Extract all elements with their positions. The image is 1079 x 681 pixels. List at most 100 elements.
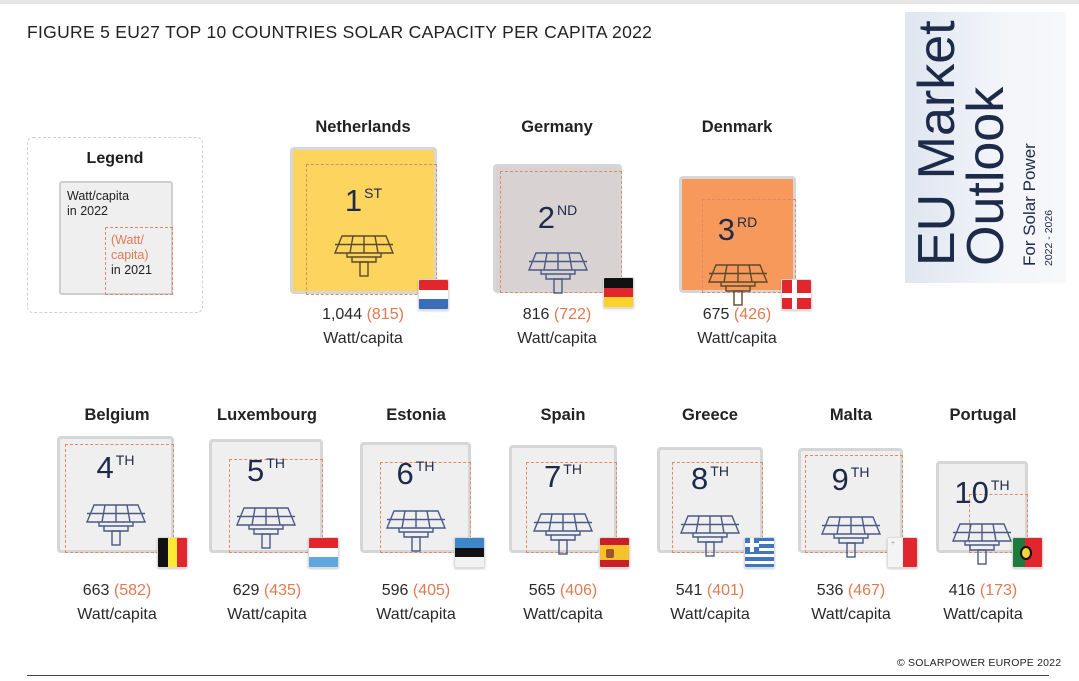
value-2022: 816 (522, 306, 550, 323)
value-2022: 416 (948, 582, 976, 599)
capacity-2022-box (657, 447, 763, 553)
rank-number: 7 (544, 459, 562, 494)
capacity-values: 675 (426) (667, 306, 807, 324)
unit-label: Watt/capita (670, 606, 750, 623)
cover-title-line1: EU Market (908, 20, 966, 266)
rank-label: 3 RD (679, 212, 796, 248)
capacity-2022-box (360, 442, 471, 553)
value-2021: (406) (559, 582, 598, 599)
rank-label: 6 TH (360, 456, 471, 492)
rank-number: 4 (96, 450, 114, 485)
legend: Legend Watt/capita in 2022 (Watt/ capita… (27, 137, 203, 313)
rank-label: 5 TH (209, 453, 323, 489)
value-2021: (401) (706, 582, 745, 599)
rank-suffix: RD (737, 214, 758, 230)
unit-label: Watt/capita (227, 606, 307, 623)
rank-number: 10 (954, 475, 989, 510)
legend-title: Legend (86, 150, 144, 167)
capacity-2022-box (493, 164, 622, 293)
figure-title: FIGURE 5 EU27 TOP 10 COUNTRIES SOLAR CAP… (27, 22, 653, 42)
cover-title-line2: Outlook (957, 86, 1015, 266)
unit-label: Watt/capita (517, 330, 597, 347)
capacity-values: 1,044 (815) (293, 306, 433, 324)
rank-label: 4 TH (57, 450, 174, 486)
solar-panel-icon (819, 514, 883, 565)
unit-label: Watt/capita (697, 330, 777, 347)
value-2022: 541 (675, 582, 703, 599)
portugal-flag (1012, 537, 1043, 568)
malta-flag: + (887, 537, 918, 568)
country-name: Belgium (84, 406, 150, 424)
top-divider (0, 0, 1079, 4)
value-2022: 536 (816, 582, 844, 599)
capacity-values: 541 (401) (640, 582, 780, 600)
rank-suffix: TH (990, 477, 1010, 493)
denmark-flag (781, 279, 812, 310)
value-2022: 675 (702, 306, 730, 323)
capacity-2021-box (702, 199, 796, 293)
legend-previous-line3: in 2021 (111, 263, 153, 277)
rank-suffix: TH (266, 455, 285, 471)
spain-flag (599, 537, 630, 568)
netherlands-flag (418, 279, 449, 310)
value-2021: (815) (366, 306, 404, 323)
capacity-2022-box (798, 448, 903, 553)
solar-panel-icon (706, 262, 770, 313)
capacity-values: 416 (173) (913, 582, 1053, 600)
capacity-2021-box (672, 462, 763, 553)
value-2021: (405) (412, 582, 451, 599)
solar-panel-icon (234, 505, 298, 556)
capacity-2021-box (380, 462, 471, 553)
bottom-divider (27, 675, 1049, 676)
country-name: Germany (521, 118, 593, 136)
rank-suffix: TH (115, 452, 135, 468)
solar-panel-icon (678, 513, 742, 564)
rank-suffix: TH (563, 461, 582, 477)
germany-flag (603, 277, 634, 308)
value-2022: 565 (528, 582, 556, 599)
country-name: Netherlands (315, 118, 411, 136)
luxembourg-flag (308, 537, 339, 568)
greece-flag (744, 537, 775, 568)
value-2021: (173) (979, 582, 1018, 599)
belgium-flag (157, 537, 188, 568)
rank-number: 2 (537, 200, 555, 235)
country-name: Spain (540, 406, 586, 424)
capacity-2021-box (306, 164, 437, 295)
rank-suffix: TH (850, 464, 870, 480)
rank-label: 1 ST (290, 183, 437, 219)
cover-subtitle: For Solar Power (1020, 143, 1039, 266)
rank-number: 3 (717, 212, 735, 247)
rank-label: 8 TH (657, 461, 763, 497)
value-2021: (582) (113, 582, 152, 599)
capacity-2022-box (57, 436, 174, 553)
capacity-2021-box (65, 444, 174, 553)
rank-number: 9 (831, 462, 849, 497)
country-name: Denmark (701, 118, 773, 136)
capacity-values: 816 (722) (487, 306, 627, 324)
legend-current-line2: in 2022 (67, 204, 109, 218)
value-2022: 1,044 (322, 306, 363, 323)
rank-suffix: ST (364, 185, 383, 201)
solar-panel-icon (332, 233, 396, 284)
legend-current-line1: Watt/capita (67, 189, 130, 203)
unit-label: Watt/capita (323, 330, 403, 347)
capacity-values: 663 (582) (47, 582, 187, 600)
copyright: © SOLARPOWER EUROPE 2022 (897, 657, 1062, 669)
value-2021: (467) (847, 582, 886, 599)
legend-previous-line2: capita) (111, 248, 149, 262)
solar-panel-icon (950, 521, 1014, 572)
legend-current-box: Watt/capita in 2022 (Watt/ capita) in 20… (59, 181, 173, 295)
cover-years: 2022 - 2026 (1043, 209, 1055, 266)
rank-label: 2 ND (493, 200, 622, 236)
rank-number: 5 (247, 453, 265, 488)
country-name: Portugal (949, 406, 1017, 424)
country-name: Greece (682, 406, 738, 424)
rank-label: 9 TH (798, 462, 903, 498)
cover-text: EU Market Outlook For Solar Power 2022 -… (905, 12, 1066, 283)
solar-panel-icon (526, 250, 590, 301)
unit-label: Watt/capita (811, 606, 891, 623)
capacity-values: 596 (405) (346, 582, 486, 600)
rank-number: 8 (691, 461, 709, 496)
unit-label: Watt/capita (376, 606, 456, 623)
